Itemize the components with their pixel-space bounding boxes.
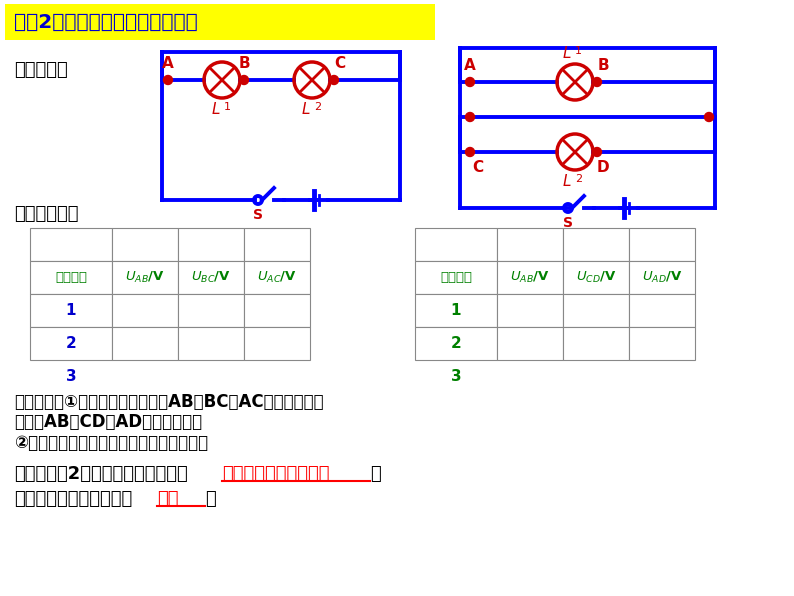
Circle shape [465,77,475,86]
Text: （并联AB、CD、AD之间的电压）: （并联AB、CD、AD之间的电压） [14,413,202,431]
Text: L: L [562,46,571,61]
Bar [178,228,244,261]
Bar [497,294,563,327]
Text: 实验表格设计: 实验表格设计 [14,205,79,223]
Text: B: B [597,58,609,73]
Bar [178,261,244,294]
Text: B: B [238,57,250,72]
Circle shape [164,76,172,85]
Bar [112,228,178,261]
Text: $U_{AD}$/V: $U_{AD}$/V [642,270,682,285]
Bar [5,4,435,40]
Text: 各用电器两端电压之和: 各用电器两端电压之和 [222,465,330,483]
Bar [30,294,112,327]
Bar [629,294,695,327]
Bar [629,327,695,360]
Bar [178,327,244,360]
Text: S: S [563,216,573,230]
Text: ②换用规格不同的小灯泡再进行多次实验。: ②换用规格不同的小灯泡再进行多次实验。 [14,434,208,452]
Text: 实验结论：2．串联电路总电压等于: 实验结论：2．串联电路总电压等于 [14,465,187,483]
Bar [415,327,497,360]
Text: 实验步骤：①用电压表分别测量出AB、BC、AC之间的电压。: 实验步骤：①用电压表分别测量出AB、BC、AC之间的电压。 [14,393,324,411]
Bar [415,294,497,327]
Text: $U_{AB}$/V: $U_{AB}$/V [125,270,165,285]
Text: 1: 1 [451,303,461,318]
Text: 1: 1 [66,303,76,318]
Circle shape [592,77,602,86]
Bar [629,228,695,261]
Bar [497,261,563,294]
Text: L: L [302,103,310,117]
Bar [244,228,310,261]
Bar [497,228,563,261]
Text: $U_{BC}$/V: $U_{BC}$/V [191,270,231,285]
Text: D: D [596,160,609,175]
Text: 2: 2 [451,336,461,351]
Bar [112,261,178,294]
Bar [112,327,178,360]
Bar [244,294,310,327]
Bar [563,261,629,294]
Bar [497,327,563,360]
Text: C: C [334,57,345,72]
Bar [112,294,178,327]
Text: 考点2：串、并联电路的电压规律: 考点2：串、并联电路的电压规律 [14,13,198,32]
Text: A: A [162,57,174,72]
Text: 相等: 相等 [157,490,179,508]
Text: 3: 3 [66,369,76,384]
Bar [563,294,629,327]
Text: 1: 1 [575,46,582,56]
Text: ．: ． [205,490,216,508]
Bar [30,327,112,360]
Bar [415,228,497,261]
Text: 2: 2 [314,102,321,112]
Circle shape [704,113,714,122]
Text: 实验电路图: 实验电路图 [14,61,67,79]
Bar [178,294,244,327]
Text: C: C [472,160,484,175]
Circle shape [465,113,475,122]
Circle shape [240,76,249,85]
Circle shape [330,76,338,85]
Text: 实验次数: 实验次数 [440,271,472,284]
Text: $U_{AB}$/V: $U_{AB}$/V [510,270,550,285]
Text: 2: 2 [66,336,76,351]
Text: 1: 1 [224,102,231,112]
Bar [563,228,629,261]
Text: L: L [211,103,220,117]
Circle shape [465,147,475,157]
Bar [629,261,695,294]
Text: $U_{AC}$/V: $U_{AC}$/V [257,270,297,285]
Text: 3: 3 [451,369,461,384]
Text: 2: 2 [575,174,582,184]
Text: 并联电路各支路两端电压: 并联电路各支路两端电压 [14,490,133,508]
Circle shape [592,147,602,157]
Bar [244,327,310,360]
Text: L: L [562,175,571,190]
Text: 实验次数: 实验次数 [55,271,87,284]
Bar [415,261,497,294]
Bar [30,228,112,261]
Bar [30,261,112,294]
Bar [563,327,629,360]
Text: ，: ， [370,465,381,483]
Text: $U_{CD}$/V: $U_{CD}$/V [576,270,616,285]
Text: A: A [464,58,476,73]
Text: S: S [253,208,263,222]
Bar [244,261,310,294]
